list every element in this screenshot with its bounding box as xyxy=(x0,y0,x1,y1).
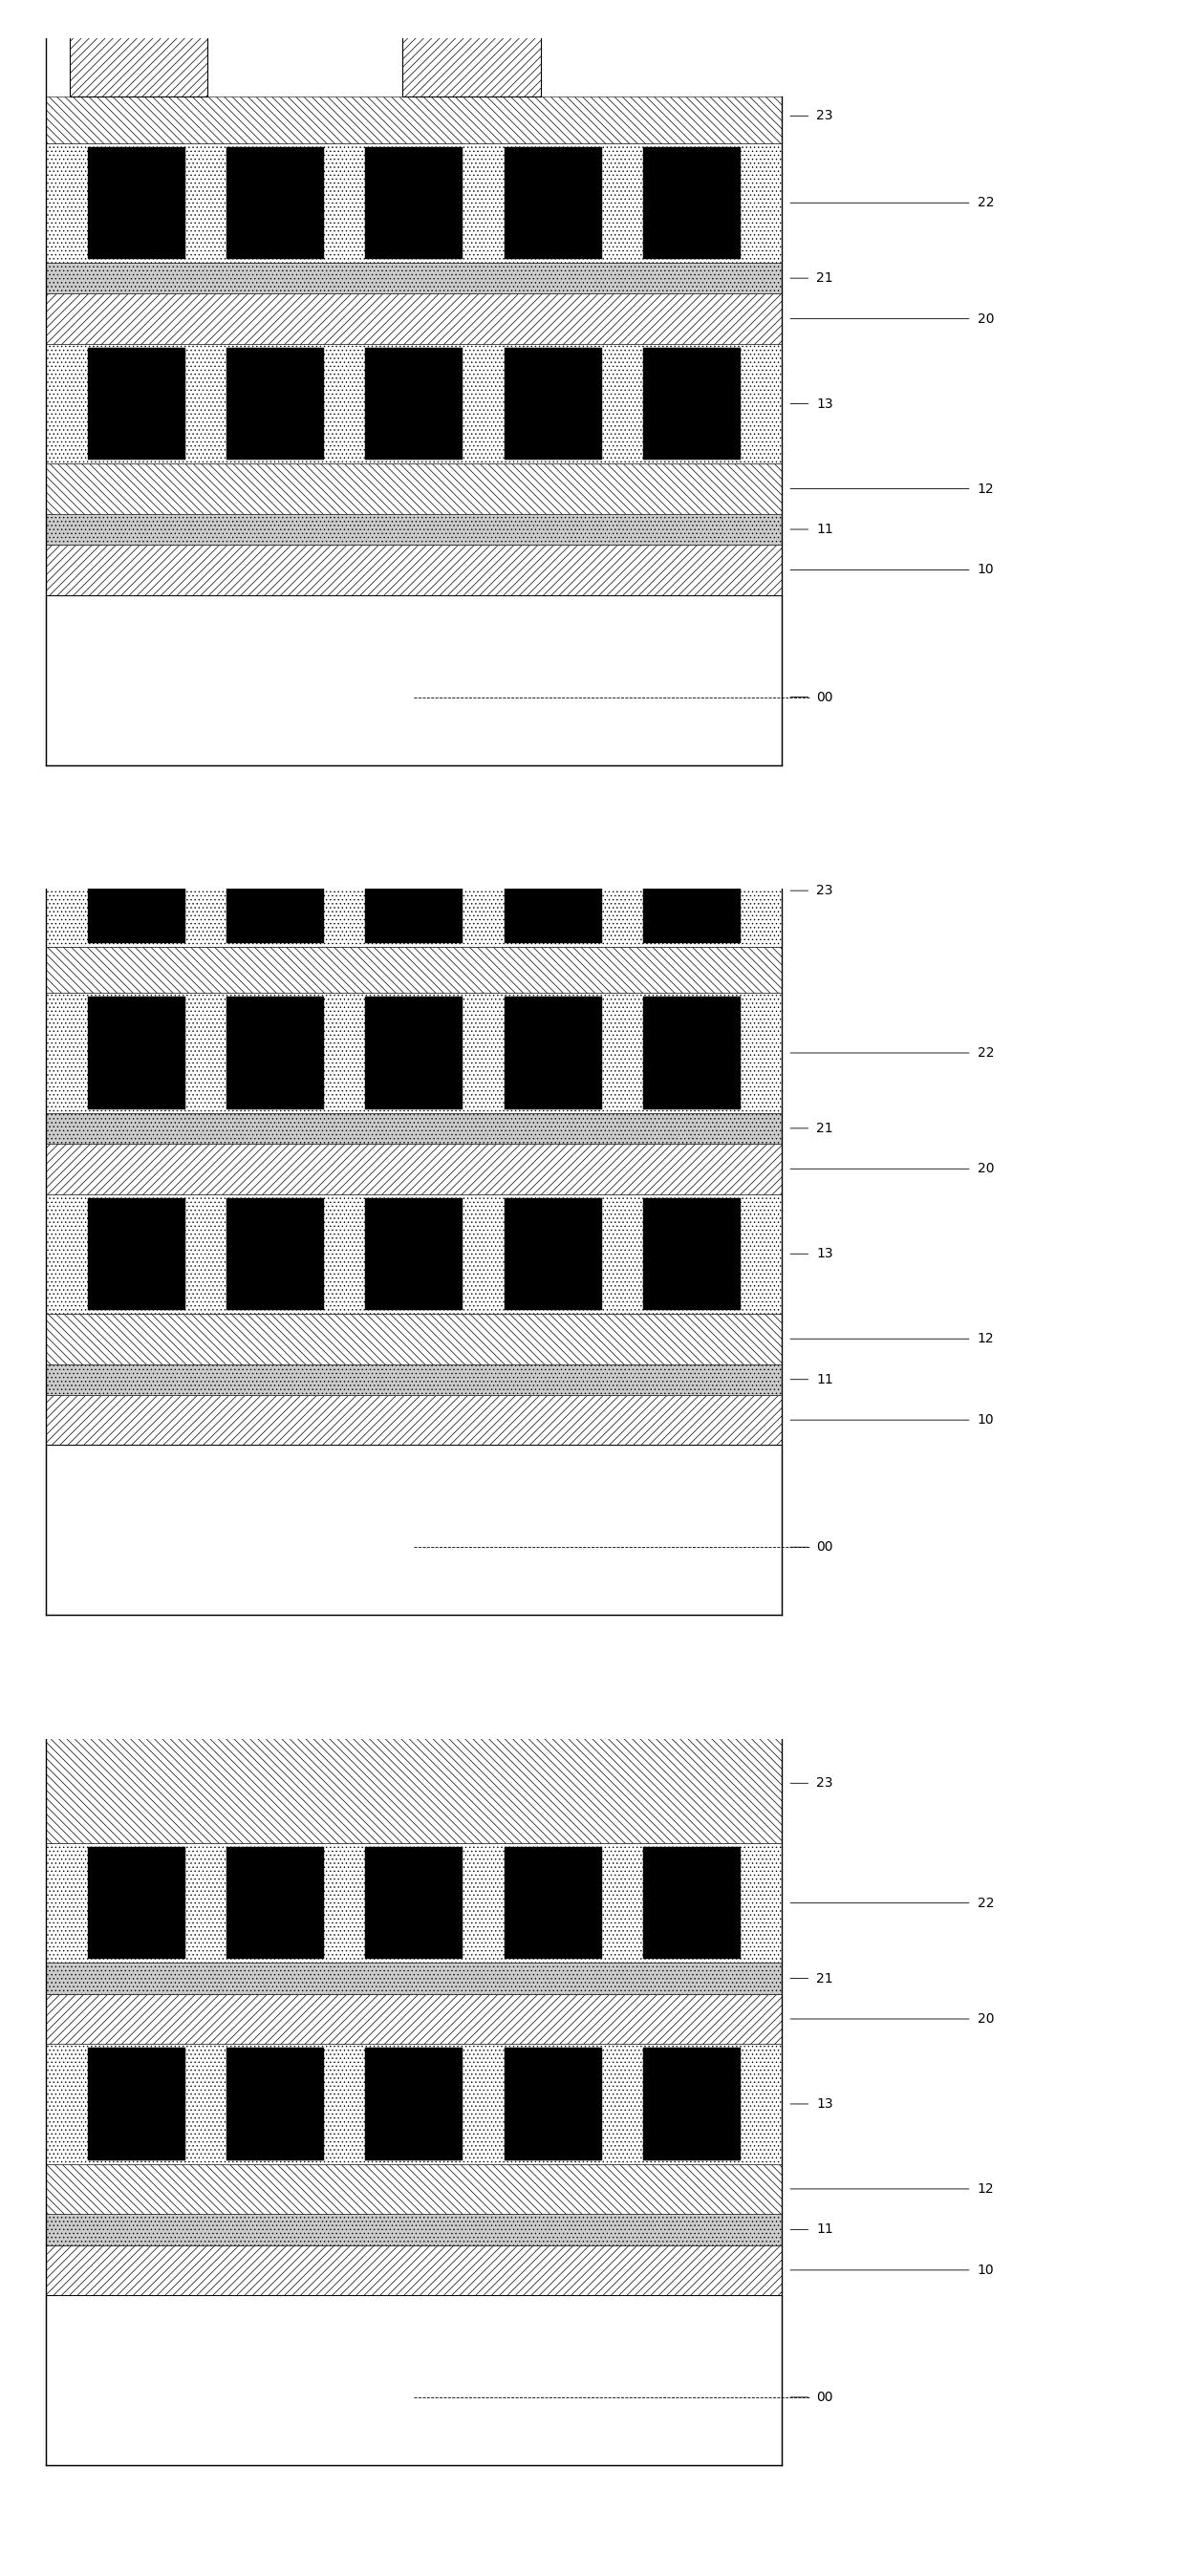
Text: 21: 21 xyxy=(816,270,833,286)
Bar xyxy=(365,1198,463,1309)
Bar xyxy=(504,2048,602,2159)
Bar xyxy=(46,945,782,992)
Bar xyxy=(46,2213,782,2244)
Bar xyxy=(46,1195,782,1314)
Bar xyxy=(46,343,782,464)
Text: FIG. 1J: FIG. 1J xyxy=(406,889,492,914)
Bar xyxy=(46,992,782,1113)
Text: 22: 22 xyxy=(978,196,994,209)
Bar xyxy=(69,0,207,95)
Bar xyxy=(46,1394,782,1445)
Bar xyxy=(46,2164,782,2213)
Bar xyxy=(643,147,741,258)
Text: 11: 11 xyxy=(816,2223,833,2236)
Bar xyxy=(46,1963,782,1994)
Text: 21: 21 xyxy=(816,1971,833,1986)
Bar xyxy=(643,348,741,459)
Text: 11: 11 xyxy=(816,523,833,536)
Text: 00: 00 xyxy=(816,2391,833,2403)
Text: 23: 23 xyxy=(816,1777,833,1790)
Text: 10: 10 xyxy=(978,1414,994,1427)
Bar xyxy=(46,95,782,142)
Bar xyxy=(88,2048,185,2159)
Bar xyxy=(226,2048,325,2159)
Bar xyxy=(88,348,185,459)
Bar xyxy=(226,1198,325,1309)
Bar xyxy=(643,1198,741,1309)
Bar xyxy=(226,840,325,943)
Bar xyxy=(46,595,782,765)
Text: 13: 13 xyxy=(816,397,833,410)
Text: 00: 00 xyxy=(816,1540,833,1553)
Text: 00: 00 xyxy=(816,690,833,703)
Text: 13: 13 xyxy=(816,1247,833,1260)
Bar xyxy=(46,142,782,263)
Bar xyxy=(226,147,325,258)
Bar xyxy=(46,263,782,294)
Text: 10: 10 xyxy=(978,564,994,577)
Bar xyxy=(365,147,463,258)
Bar xyxy=(504,840,602,943)
Bar xyxy=(46,2244,782,2295)
Bar xyxy=(88,1198,185,1309)
Bar xyxy=(46,1314,782,1365)
Text: 11: 11 xyxy=(816,1373,833,1386)
Bar xyxy=(226,348,325,459)
Text: 22: 22 xyxy=(978,1046,994,1059)
Bar xyxy=(88,147,185,258)
Bar xyxy=(46,544,782,595)
Bar xyxy=(403,0,540,95)
Bar xyxy=(46,2295,782,2465)
Bar xyxy=(46,1994,782,2045)
Text: 12: 12 xyxy=(978,482,994,495)
Bar xyxy=(88,1847,185,1958)
Bar xyxy=(88,840,185,943)
Bar xyxy=(46,1723,782,1844)
Bar xyxy=(46,835,782,945)
Bar xyxy=(504,1847,602,1958)
Bar xyxy=(46,1144,782,1195)
Bar xyxy=(365,1847,463,1958)
Bar xyxy=(504,147,602,258)
Bar xyxy=(46,2045,782,2164)
Bar xyxy=(504,348,602,459)
Text: 20: 20 xyxy=(978,2012,994,2025)
Bar xyxy=(365,348,463,459)
Text: 13: 13 xyxy=(816,2097,833,2110)
Bar xyxy=(46,1113,782,1144)
Bar xyxy=(504,1198,602,1309)
Bar xyxy=(46,294,782,343)
Bar xyxy=(46,464,782,513)
Bar xyxy=(643,2048,741,2159)
Bar xyxy=(46,1844,782,1963)
Bar xyxy=(88,997,185,1108)
Bar xyxy=(46,1365,782,1396)
Bar xyxy=(46,1445,782,1615)
Text: 12: 12 xyxy=(978,2182,994,2195)
Bar xyxy=(365,840,463,943)
Bar xyxy=(226,1847,325,1958)
Text: 12: 12 xyxy=(978,1332,994,1345)
Text: 20: 20 xyxy=(978,1162,994,1175)
Bar xyxy=(643,997,741,1108)
Bar xyxy=(504,997,602,1108)
Text: 22: 22 xyxy=(978,1896,994,1909)
Bar xyxy=(365,2048,463,2159)
Text: FIG. 1K: FIG. 1K xyxy=(402,1739,497,1765)
Text: 23: 23 xyxy=(816,884,833,896)
Text: 10: 10 xyxy=(978,2264,994,2277)
Text: 23: 23 xyxy=(816,108,833,124)
Bar xyxy=(226,997,325,1108)
Bar xyxy=(643,840,741,943)
Bar xyxy=(46,513,782,544)
Text: 20: 20 xyxy=(978,312,994,325)
Bar xyxy=(643,1847,741,1958)
Bar xyxy=(365,997,463,1108)
Text: 21: 21 xyxy=(816,1121,833,1136)
